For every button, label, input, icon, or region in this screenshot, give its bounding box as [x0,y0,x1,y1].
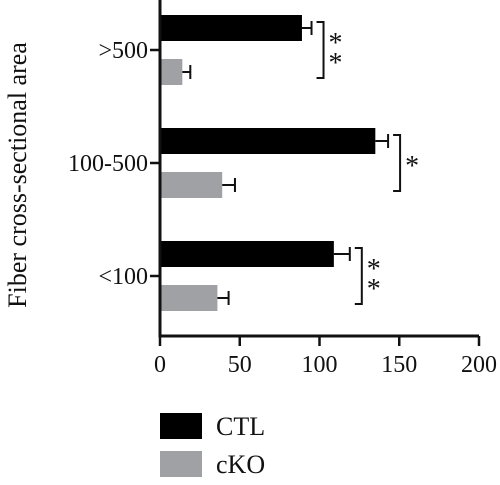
x-tick-label: 0 [154,352,166,378]
significance-layer: ***** [316,21,419,305]
x-tick-label: 50 [228,352,252,378]
y-axis-title: Fiber cross-sectional area [3,42,32,308]
significance-bracket [316,21,325,79]
category-label: >500 [98,38,148,64]
significance-bracket [393,134,402,192]
x-tick-label: 100 [302,352,338,378]
error-bar-cko-2 [217,291,230,305]
error-bar-ctl-0 [301,21,313,35]
significance-star: * [367,274,381,305]
legend-swatch-ctl [160,413,202,439]
legend-label-ctl: CTL [216,412,265,441]
bar-cko-0 [160,59,183,85]
category-labels-layer: >500 100-500 <100 [68,38,148,290]
significance-star: * [405,151,419,182]
bar-cko-1 [160,172,223,198]
category-label: 100-500 [68,151,148,177]
significance-bracket [354,247,363,305]
significance-star: * [329,28,343,59]
bars-layer [160,15,390,311]
legend: CTL cKO [160,412,265,479]
significance-star: * [329,48,343,79]
bar-cko-2 [160,285,218,311]
bar-ctl-0 [160,15,302,41]
x-tick-label: 150 [381,352,417,378]
axis-title-layer: Fiber cross-sectional area [3,42,32,308]
error-bar-ctl-1 [375,134,390,148]
ticks-layer: 0 50 100 150 200 [150,48,497,378]
error-bar-cko-1 [222,178,236,192]
category-label: <100 [98,264,148,290]
legend-label-cko: cKO [216,450,265,479]
x-tick-label: 200 [461,352,497,378]
significance-star: * [367,254,381,285]
legend-swatch-cko [160,451,202,477]
bar-ctl-1 [160,128,376,154]
error-bar-cko-0 [182,65,192,79]
error-bar-ctl-2 [333,247,351,261]
bar-ctl-2 [160,241,334,267]
